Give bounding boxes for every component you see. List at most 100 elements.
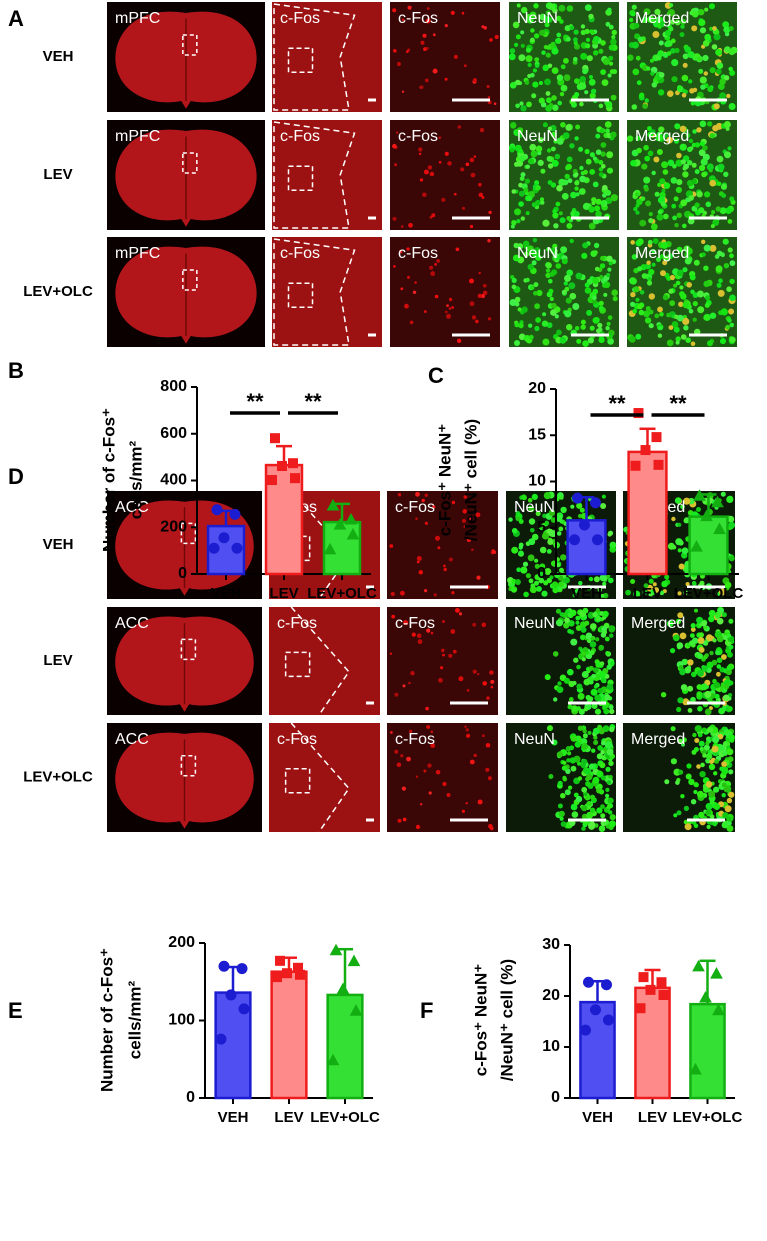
cell bbox=[597, 688, 603, 694]
cell bbox=[709, 3, 715, 10]
cell bbox=[574, 180, 580, 186]
cell bbox=[509, 147, 515, 153]
cell bbox=[530, 528, 535, 533]
cell bbox=[694, 142, 701, 148]
cell bbox=[605, 101, 613, 108]
cell bbox=[510, 224, 515, 229]
cell bbox=[584, 148, 590, 155]
panel-letter: F bbox=[420, 998, 433, 1023]
cell bbox=[508, 517, 513, 522]
channel-label: mPFC bbox=[115, 128, 160, 145]
cell bbox=[697, 637, 705, 644]
cell bbox=[718, 707, 725, 715]
cell bbox=[639, 290, 645, 295]
cell bbox=[658, 325, 663, 330]
data-point bbox=[590, 497, 601, 509]
cell bbox=[728, 103, 736, 110]
cell bbox=[673, 813, 678, 818]
cell bbox=[699, 746, 704, 752]
cell bbox=[676, 152, 682, 159]
cell bbox=[654, 191, 660, 197]
cell bbox=[489, 38, 493, 42]
cell bbox=[470, 172, 476, 178]
cell bbox=[668, 288, 674, 294]
cell bbox=[703, 744, 710, 751]
cell bbox=[453, 54, 458, 59]
cell bbox=[690, 627, 696, 632]
cell bbox=[486, 696, 490, 700]
cell bbox=[401, 786, 406, 791]
cell bbox=[430, 272, 435, 276]
cell bbox=[557, 681, 562, 686]
cell bbox=[536, 289, 543, 297]
cell bbox=[647, 15, 655, 23]
cell bbox=[539, 29, 546, 36]
cell bbox=[509, 48, 516, 54]
cell bbox=[566, 269, 574, 277]
cell bbox=[567, 751, 572, 756]
cell bbox=[605, 21, 611, 27]
cell bbox=[713, 33, 721, 41]
cell bbox=[698, 68, 704, 74]
cell bbox=[607, 797, 614, 804]
roi-box bbox=[287, 47, 314, 73]
cell bbox=[420, 803, 423, 806]
cell bbox=[533, 291, 538, 296]
cell bbox=[536, 586, 542, 592]
roi-box bbox=[182, 152, 198, 174]
cell bbox=[648, 218, 654, 224]
cell bbox=[720, 491, 726, 497]
cell bbox=[662, 132, 669, 139]
cell bbox=[558, 581, 564, 588]
cell bbox=[679, 143, 687, 151]
cell bbox=[441, 197, 446, 202]
cell bbox=[635, 135, 641, 141]
cell bbox=[699, 120, 707, 128]
data-point bbox=[347, 954, 361, 967]
cell bbox=[544, 520, 550, 526]
cell bbox=[727, 219, 733, 224]
cell bbox=[697, 706, 703, 712]
cell bbox=[687, 685, 694, 692]
cell bbox=[654, 8, 661, 15]
cell bbox=[592, 317, 600, 324]
cell bbox=[610, 38, 617, 46]
cell bbox=[438, 136, 442, 139]
data-point bbox=[272, 972, 282, 983]
cell bbox=[600, 69, 606, 75]
cell bbox=[588, 763, 596, 770]
data-point bbox=[231, 542, 243, 554]
cell bbox=[612, 296, 618, 302]
cell bbox=[729, 260, 736, 267]
cell bbox=[659, 312, 664, 317]
cell bbox=[588, 206, 595, 213]
micrograph: NeuN bbox=[509, 237, 619, 347]
cell bbox=[525, 164, 530, 169]
cell bbox=[653, 587, 660, 593]
cell bbox=[538, 527, 543, 532]
cell bbox=[606, 683, 614, 691]
cell bbox=[642, 589, 648, 595]
cell bbox=[676, 810, 682, 816]
data-point bbox=[288, 458, 298, 469]
cell bbox=[711, 726, 719, 734]
cell bbox=[454, 192, 457, 196]
cell bbox=[716, 617, 724, 625]
cell bbox=[709, 312, 717, 319]
micrograph-bg bbox=[272, 120, 382, 230]
cell bbox=[693, 747, 699, 752]
cell bbox=[443, 567, 447, 572]
cell bbox=[444, 24, 448, 28]
cell bbox=[517, 307, 522, 312]
cell bbox=[533, 33, 540, 39]
cell bbox=[423, 769, 427, 773]
cell bbox=[581, 742, 588, 750]
cell bbox=[704, 653, 709, 658]
cell bbox=[576, 706, 581, 711]
cell bbox=[662, 294, 669, 301]
cell bbox=[446, 304, 449, 307]
cell bbox=[570, 638, 578, 646]
cell bbox=[552, 212, 559, 219]
data-point bbox=[651, 432, 662, 443]
cell bbox=[607, 338, 614, 345]
